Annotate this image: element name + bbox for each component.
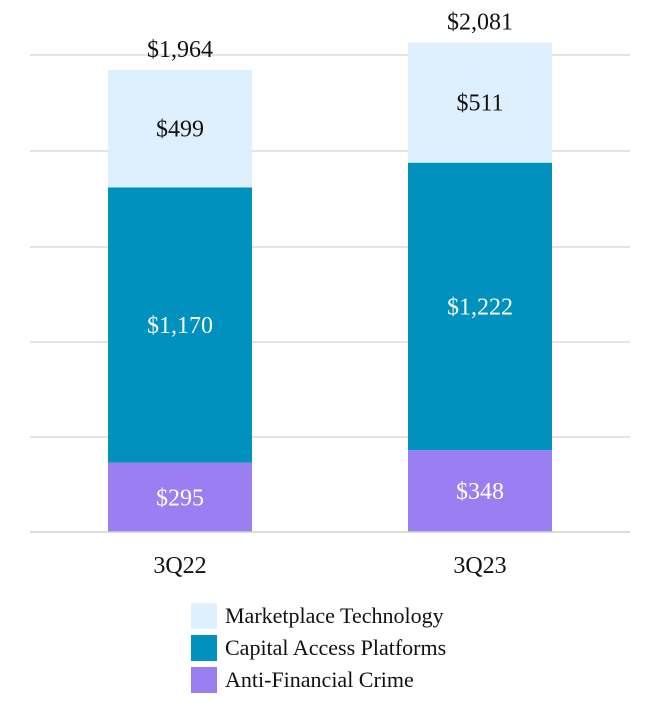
legend-label: Capital Access Platforms	[225, 635, 447, 660]
data-label: $1,170	[147, 313, 213, 339]
legend-item-capital-access-platforms: Capital Access Platforms	[191, 632, 446, 664]
legend-swatch	[191, 667, 217, 693]
bar-segment	[108, 187, 252, 463]
x-tick-label: 3Q22	[153, 553, 206, 579]
data-labels: $295 $1,170 $499 $1,964 $348 $1,222 $511 $2,081	[147, 9, 513, 511]
legend-swatch	[191, 603, 217, 629]
x-axis: 3Q22 3Q23	[30, 531, 630, 579]
bars	[108, 42, 552, 532]
bar-segment	[408, 42, 552, 163]
data-label: $511	[456, 91, 503, 117]
data-label: $295	[156, 485, 204, 511]
bar-segment	[408, 450, 552, 532]
total-label: $1,964	[147, 37, 213, 63]
total-label: $2,081	[447, 9, 513, 35]
data-label: $499	[156, 117, 204, 143]
data-label: $1,222	[447, 294, 513, 320]
legend-item-anti-financial-crime: Anti-Financial Crime	[191, 664, 446, 696]
legend-label: Marketplace Technology	[225, 603, 444, 628]
stacked-bar-chart: $295 $1,170 $499 $1,964 $348 $1,222 $511 $2,081…	[30, 9, 630, 579]
legend-label: Anti-Financial Crime	[225, 667, 414, 692]
bar-segment	[108, 462, 252, 532]
legend-item-marketplace-technology: Marketplace Technology	[191, 600, 446, 632]
data-label: $348	[456, 479, 504, 505]
x-tick-label: 3Q23	[453, 553, 506, 579]
bar-segment	[108, 69, 252, 188]
legend-swatch	[191, 635, 217, 661]
bar-segment	[408, 162, 552, 451]
legend: Marketplace Technology Capital Access Pl…	[191, 600, 446, 696]
